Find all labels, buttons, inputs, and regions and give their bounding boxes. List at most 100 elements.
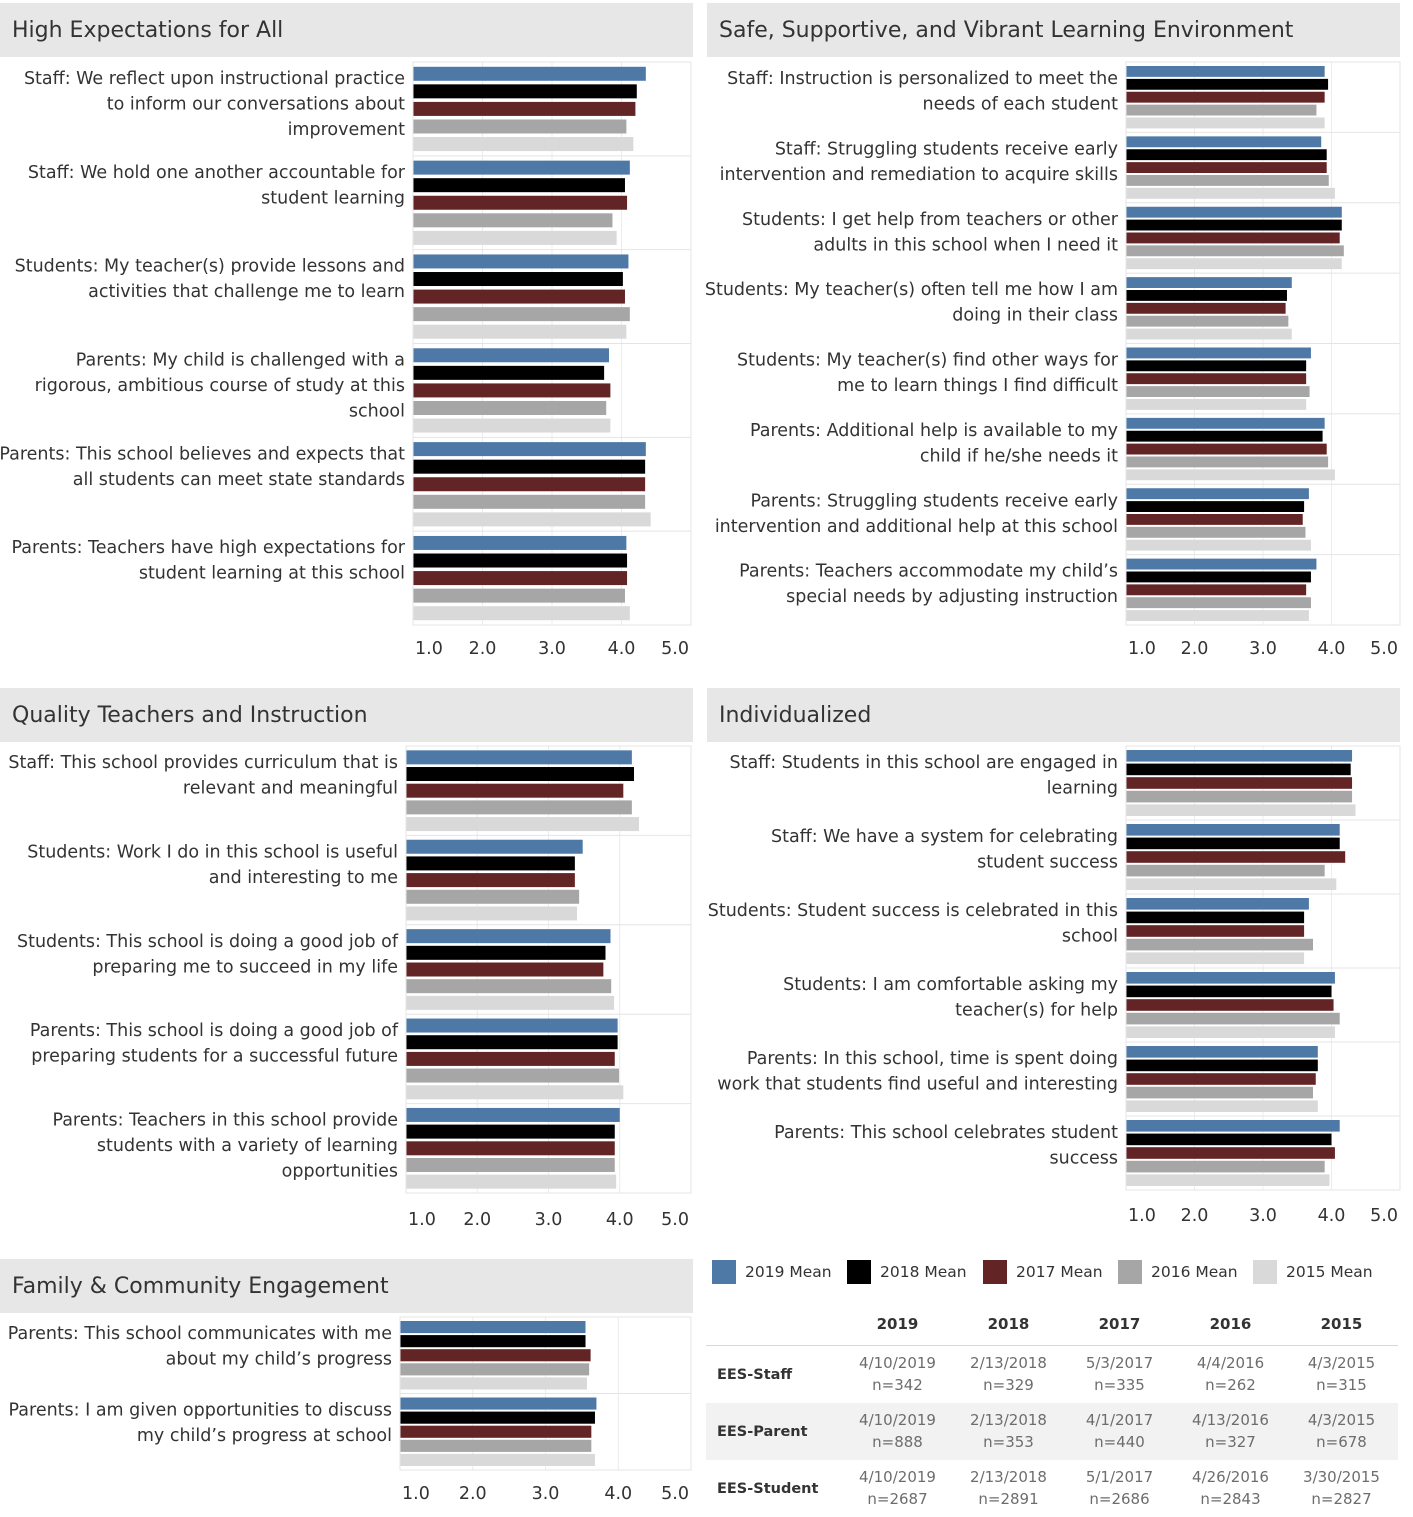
bar-2017[interactable] — [1126, 232, 1340, 244]
bar-2018[interactable] — [1126, 219, 1342, 231]
bar-2019[interactable] — [413, 348, 609, 363]
bar-2018[interactable] — [1126, 360, 1307, 372]
bar-2016[interactable] — [1126, 1160, 1325, 1173]
bar-2017[interactable] — [400, 1349, 591, 1362]
bar-2017[interactable] — [1126, 162, 1327, 173]
bar-2019[interactable] — [1126, 66, 1325, 77]
bar-2016[interactable] — [1126, 245, 1344, 257]
bar-2019[interactable] — [413, 254, 629, 269]
bar-2018[interactable] — [1126, 501, 1305, 512]
bar-2018[interactable] — [1126, 985, 1332, 998]
bar-2016[interactable] — [1126, 790, 1353, 803]
bar-2017[interactable] — [406, 1051, 615, 1066]
bar-2015[interactable] — [400, 1377, 587, 1390]
bar-2016[interactable] — [406, 979, 612, 994]
bar-2016[interactable] — [413, 494, 646, 509]
bar-2015[interactable] — [1126, 878, 1337, 890]
bar-2015[interactable] — [406, 817, 639, 832]
bar-2017[interactable] — [406, 962, 604, 977]
bar-2016[interactable] — [1126, 386, 1310, 397]
bar-2019[interactable] — [406, 839, 583, 854]
bar-2016[interactable] — [400, 1363, 590, 1376]
bar-2015[interactable] — [406, 1174, 617, 1189]
bar-2016[interactable] — [413, 119, 627, 134]
bar-2017[interactable] — [1126, 302, 1286, 314]
bar-2016[interactable] — [1126, 104, 1317, 116]
bar-2018[interactable] — [1126, 149, 1327, 161]
bar-2016[interactable] — [1126, 864, 1325, 877]
bar-2019[interactable] — [406, 1107, 620, 1122]
bar-2018[interactable] — [413, 365, 605, 380]
bar-2015[interactable] — [406, 995, 615, 1010]
bar-2016[interactable] — [413, 213, 613, 228]
bar-2019[interactable] — [1126, 972, 1335, 984]
bar-2017[interactable] — [1126, 1147, 1335, 1159]
bar-2018[interactable] — [1126, 837, 1340, 850]
bar-2015[interactable] — [400, 1453, 595, 1466]
bar-2019[interactable] — [413, 535, 627, 550]
bar-2015[interactable] — [1126, 117, 1325, 129]
bar-2018[interactable] — [413, 272, 623, 287]
bar-2019[interactable] — [406, 929, 611, 944]
bar-2016[interactable] — [1126, 1086, 1314, 1099]
bar-2018[interactable] — [406, 1035, 618, 1050]
bar-2018[interactable] — [1126, 78, 1329, 90]
bar-2019[interactable] — [1126, 1046, 1318, 1058]
bar-2016[interactable] — [1126, 1012, 1340, 1025]
bar-2018[interactable] — [1126, 763, 1351, 776]
bar-2019[interactable] — [400, 1321, 586, 1334]
bar-2017[interactable] — [1126, 443, 1327, 455]
bar-2016[interactable] — [1126, 938, 1314, 951]
bar-2019[interactable] — [1126, 488, 1309, 500]
bar-2018[interactable] — [413, 178, 625, 193]
bar-2018[interactable] — [406, 945, 606, 960]
legend-item-2018[interactable]: 2018 Mean — [847, 1259, 967, 1285]
bar-2016[interactable] — [1126, 456, 1329, 468]
bar-2015[interactable] — [413, 230, 617, 245]
bar-2019[interactable] — [413, 160, 630, 175]
bar-2017[interactable] — [406, 783, 624, 798]
bar-2019[interactable] — [406, 1018, 618, 1033]
bar-2017[interactable] — [413, 289, 625, 304]
bar-2015[interactable] — [1126, 187, 1335, 199]
bar-2017[interactable] — [1126, 851, 1346, 863]
bar-2016[interactable] — [413, 588, 625, 603]
bar-2015[interactable] — [1126, 1100, 1318, 1112]
bar-2015[interactable] — [413, 606, 630, 621]
bar-2019[interactable] — [1126, 824, 1340, 836]
bar-2015[interactable] — [406, 906, 577, 921]
legend-item-2019[interactable]: 2019 Mean — [712, 1259, 832, 1285]
bar-2015[interactable] — [1126, 328, 1292, 340]
bar-2017[interactable] — [1126, 373, 1307, 385]
bar-2018[interactable] — [1126, 1059, 1318, 1072]
bar-2017[interactable] — [1126, 999, 1334, 1011]
bar-2016[interactable] — [406, 889, 580, 904]
bar-2015[interactable] — [413, 137, 634, 152]
bar-2018[interactable] — [413, 553, 628, 568]
bar-2018[interactable] — [413, 459, 646, 474]
bar-2017[interactable] — [1126, 91, 1325, 103]
bar-2019[interactable] — [406, 750, 632, 765]
bar-2018[interactable] — [406, 1124, 615, 1139]
bar-2018[interactable] — [400, 1335, 586, 1348]
bar-2017[interactable] — [413, 477, 646, 492]
bar-2018[interactable] — [400, 1411, 595, 1424]
bar-2015[interactable] — [413, 324, 627, 339]
bar-2016[interactable] — [413, 400, 607, 415]
bar-2015[interactable] — [1126, 399, 1307, 410]
bar-2015[interactable] — [413, 418, 611, 433]
bar-2019[interactable] — [413, 442, 646, 457]
bar-2016[interactable] — [1126, 175, 1329, 186]
bar-2018[interactable] — [1126, 911, 1305, 924]
bar-2019[interactable] — [400, 1397, 597, 1410]
bar-2015[interactable] — [1126, 469, 1335, 481]
bar-2018[interactable] — [1126, 571, 1311, 583]
bar-2019[interactable] — [1126, 750, 1353, 762]
bar-2019[interactable] — [1126, 898, 1309, 910]
bar-2017[interactable] — [1126, 514, 1303, 525]
bar-2015[interactable] — [1126, 539, 1311, 551]
bar-2017[interactable] — [406, 873, 575, 888]
legend-item-2017[interactable]: 2017 Mean — [983, 1259, 1103, 1285]
bar-2017[interactable] — [1126, 1073, 1316, 1085]
bar-2019[interactable] — [1126, 136, 1322, 148]
